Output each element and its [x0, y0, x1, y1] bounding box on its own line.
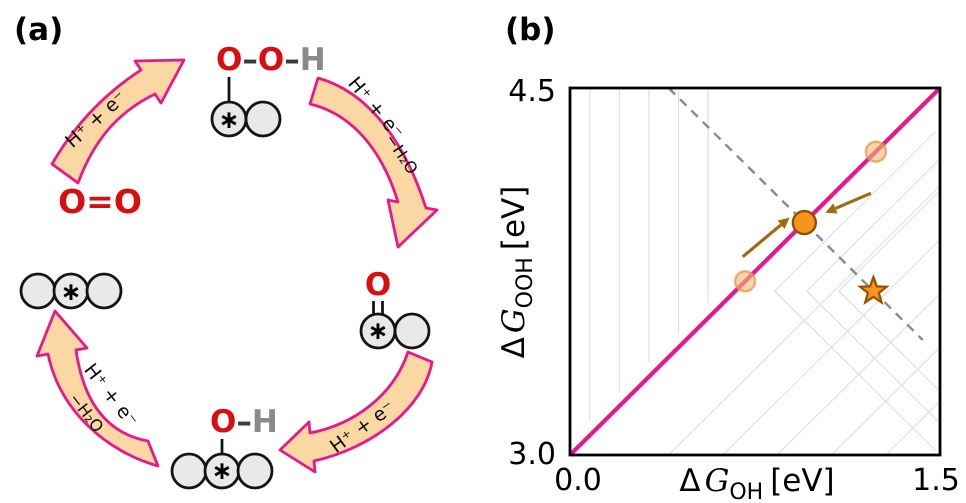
y-axis-delta: Δ [496, 337, 532, 358]
ooh-o2: O [258, 42, 284, 78]
oh-bond: – [236, 404, 252, 440]
chart-layer [570, 88, 940, 455]
plot-border [568, 86, 942, 457]
y-axis-unit: [eV] [496, 186, 532, 250]
bare-catalyst-site: ∗ [19, 272, 123, 310]
atom-circle [170, 452, 208, 490]
data-point-faded [864, 140, 888, 163]
data-point-faded [733, 270, 757, 293]
active-site-marker: ∗ [61, 277, 82, 306]
activity-contours [589, 88, 940, 455]
o-intermediate: O ∗ [359, 267, 431, 350]
ytick-top: 4.5 [508, 74, 556, 109]
atom-circle [236, 452, 274, 490]
ooh-h: H [300, 42, 326, 78]
active-site-marker: ∗ [368, 316, 389, 345]
atom-circle [85, 272, 123, 310]
oh-label: O–H [210, 404, 278, 440]
active-site-marker: ∗ [219, 105, 240, 134]
shift-arrow [741, 223, 783, 259]
cycle-arrow-step3 [278, 350, 434, 474]
xtick-left: 0.0 [554, 463, 602, 498]
oh-o: O [210, 404, 236, 440]
ooh-bond2: – [284, 42, 300, 78]
shift-arrow [834, 191, 872, 210]
ideal-star [857, 273, 890, 305]
panel-a-label: (a) [14, 12, 63, 48]
cycle-arrow-step4 [35, 309, 160, 468]
cycle-arrow-step1 [50, 58, 186, 185]
x-axis-label: Δ GOH [eV] [679, 463, 834, 503]
ooh-bond1: – [242, 42, 258, 78]
ooh-o1: O [216, 42, 242, 78]
y-axis-symbol: G [496, 308, 532, 333]
atom-circle [244, 100, 282, 138]
panel-b-plot: 4.5 3.0 0.0 1.5 Δ GOH [eV] ΔGOOH[eV] [496, 74, 960, 503]
x-axis-unit: [eV] [770, 463, 834, 499]
oh-h: H [252, 404, 278, 440]
x-axis-subscript: OH [729, 480, 763, 503]
panel-a-cycle: H⁺ + e⁻ H⁺ + e⁻ −H₂O H⁺ + e⁻ H⁺ + e⁻ −H₂… [19, 42, 439, 490]
ytick-bottom: 3.0 [508, 437, 556, 472]
o-label: O [365, 267, 391, 303]
y-axis-subscript: OOH [513, 257, 538, 308]
oh-intermediate: O–H ∗ [170, 404, 278, 490]
x-axis-symbol: G [705, 463, 730, 499]
o2-molecule-label: O=O [58, 182, 142, 221]
atom-circle [19, 272, 57, 310]
y-axis-label: ΔGOOH [eV] [496, 186, 538, 359]
atom-circle [393, 312, 431, 350]
panel-b-label: (b) [505, 12, 556, 48]
active-site-marker: ∗ [212, 456, 233, 485]
ooh-intermediate: O–O–H ∗ [210, 42, 326, 138]
cycle-arrow-step2 [308, 76, 439, 249]
shift-arrow-head [825, 203, 838, 214]
ooh-label: O–O–H [216, 42, 326, 78]
data-point-optimal [791, 209, 818, 236]
xtick-right: 1.5 [912, 463, 960, 498]
x-axis-delta: Δ [679, 463, 700, 499]
shift-arrow-head [777, 217, 790, 229]
